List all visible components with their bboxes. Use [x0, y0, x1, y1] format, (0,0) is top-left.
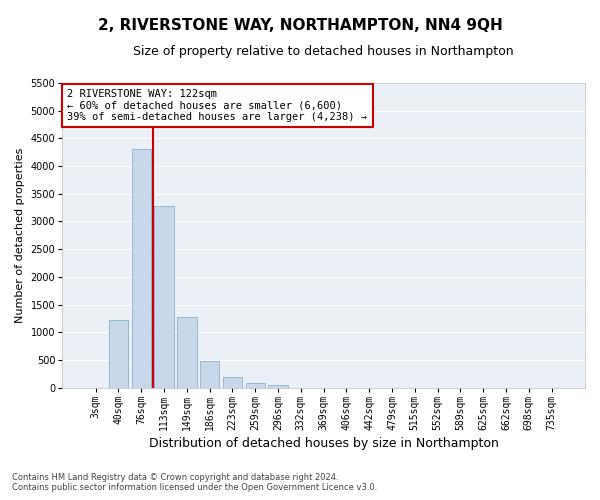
Bar — [200, 360, 220, 388]
Bar — [245, 383, 265, 388]
Bar — [177, 318, 197, 388]
Title: Size of property relative to detached houses in Northampton: Size of property relative to detached ho… — [133, 45, 514, 58]
Y-axis label: Number of detached properties: Number of detached properties — [15, 148, 25, 323]
Text: 2, RIVERSTONE WAY, NORTHAMPTON, NN4 9QH: 2, RIVERSTONE WAY, NORTHAMPTON, NN4 9QH — [98, 18, 502, 32]
Text: 2 RIVERSTONE WAY: 122sqm
← 60% of detached houses are smaller (6,600)
39% of sem: 2 RIVERSTONE WAY: 122sqm ← 60% of detach… — [67, 89, 367, 122]
Bar — [223, 377, 242, 388]
Bar — [131, 150, 151, 388]
X-axis label: Distribution of detached houses by size in Northampton: Distribution of detached houses by size … — [149, 437, 499, 450]
Text: Contains HM Land Registry data © Crown copyright and database right 2024.
Contai: Contains HM Land Registry data © Crown c… — [12, 473, 377, 492]
Bar — [268, 384, 288, 388]
Bar — [109, 320, 128, 388]
Bar — [154, 206, 174, 388]
